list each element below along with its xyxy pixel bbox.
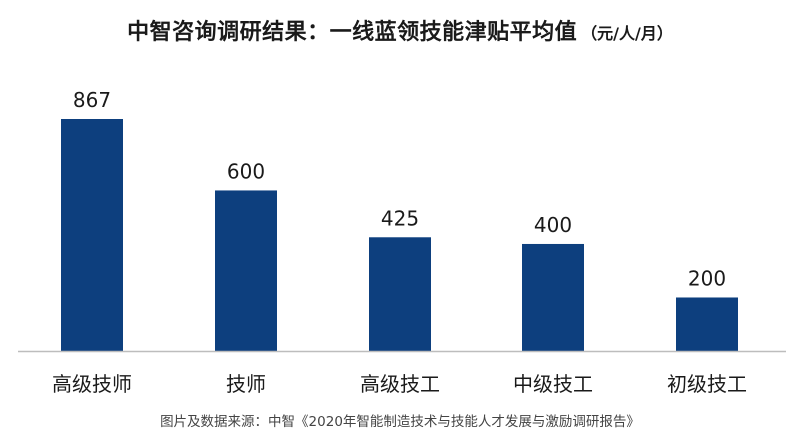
category-label-3: 高级技工 bbox=[360, 372, 440, 396]
data-label-1: 867 bbox=[73, 88, 111, 112]
category-label-4: 中级技工 bbox=[513, 372, 593, 396]
chart-unit: （元/人/月） bbox=[581, 24, 673, 43]
data-label-4: 400 bbox=[534, 213, 572, 237]
category-label-5: 初级技工 bbox=[667, 372, 747, 396]
category-label-2: 技师 bbox=[226, 372, 266, 396]
bar-5 bbox=[676, 297, 738, 351]
data-label-3: 425 bbox=[381, 206, 419, 230]
data-label-2: 600 bbox=[227, 159, 265, 183]
bar-4 bbox=[522, 243, 584, 351]
chart-title-text: 中智咨询调研结果：一线蓝领技能津贴平均值 bbox=[127, 20, 578, 45]
source-note: 图片及数据来源：中智《2020年智能制造技术与技能人才发展与激励调研报告》 bbox=[160, 414, 640, 430]
data-label-5: 200 bbox=[688, 266, 726, 290]
bar-1 bbox=[61, 119, 123, 351]
category-label-1: 高级技师 bbox=[52, 372, 132, 396]
bar-2 bbox=[215, 190, 277, 351]
bar-3 bbox=[369, 237, 431, 351]
chart-title: 中智咨询调研结果：一线蓝领技能津贴平均值 （元/人/月） bbox=[0, 14, 800, 46]
